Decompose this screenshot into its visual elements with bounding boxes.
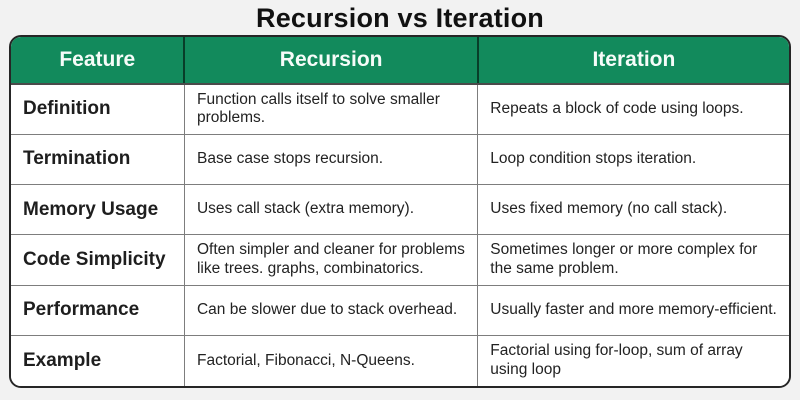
feature-cell: Code Simplicity — [11, 234, 185, 286]
feature-cell: Memory Usage — [11, 184, 185, 236]
recursion-cell: Base case stops recursion. — [183, 133, 479, 186]
recursion-cell: Often simpler and cleaner for problems l… — [183, 234, 479, 286]
table-row: Example Factorial, Fibonacci, N-Queens. … — [11, 335, 789, 386]
table-row: Code Simplicity Often simpler and cleane… — [11, 234, 789, 286]
comparison-table: Feature Recursion Iteration Definition F… — [11, 37, 789, 386]
table-body: Definition Function calls itself to solv… — [11, 84, 789, 386]
iteration-cell: Usually faster and more memory-efficient… — [477, 284, 789, 337]
feature-cell: Definition — [11, 84, 185, 135]
table-header: Feature Recursion Iteration — [11, 37, 789, 85]
page-title: Recursion vs Iteration — [256, 3, 544, 33]
recursion-cell: Uses call stack (extra memory). — [183, 184, 479, 236]
iteration-cell: Uses fixed memory (no call stack). — [477, 184, 789, 236]
table-row: Termination Base case stops recursion. L… — [11, 133, 789, 186]
iteration-cell: Repeats a block of code using loops. — [477, 84, 789, 135]
iteration-cell: Factorial using for-loop, sum of array u… — [477, 335, 789, 386]
table-row: Definition Function calls itself to solv… — [11, 84, 789, 135]
table-row: Performance Can be slower due to stack o… — [11, 284, 789, 337]
column-header-recursion: Recursion — [183, 37, 478, 85]
feature-cell: Termination — [11, 133, 185, 186]
feature-cell: Performance — [11, 284, 185, 337]
header-row: Feature Recursion Iteration — [11, 37, 789, 85]
recursion-cell: Function calls itself to solve smaller p… — [183, 84, 479, 135]
iteration-cell: Loop condition stops iteration. — [477, 133, 789, 186]
recursion-cell: Can be slower due to stack overhead. — [183, 284, 479, 337]
feature-cell: Example — [11, 335, 185, 386]
recursion-cell: Factorial, Fibonacci, N-Queens. — [183, 335, 479, 386]
column-header-feature: Feature — [11, 37, 185, 85]
table-row: Memory Usage Uses call stack (extra memo… — [11, 184, 789, 236]
iteration-cell: Sometimes longer or more complex for the… — [477, 234, 789, 286]
comparison-table-container: Feature Recursion Iteration Definition F… — [9, 35, 791, 388]
column-header-iteration: Iteration — [476, 37, 789, 85]
